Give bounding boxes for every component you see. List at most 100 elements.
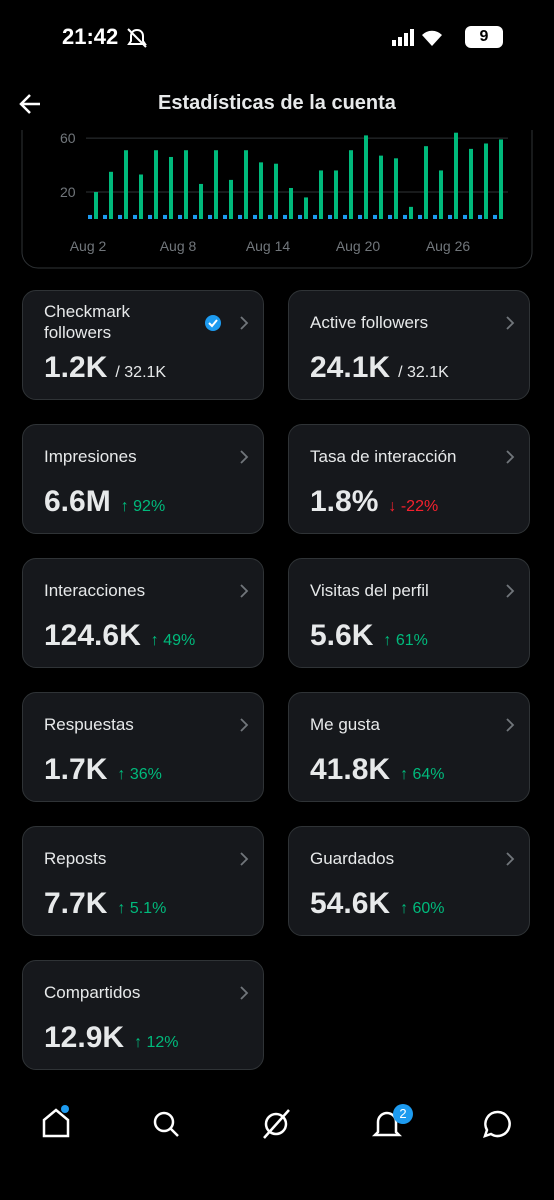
bar xyxy=(283,214,287,219)
back-button[interactable] xyxy=(18,92,44,116)
grok-icon[interactable] xyxy=(263,1109,290,1139)
stat-row: 1.2K / 32.1K xyxy=(44,351,166,385)
stat-card[interactable]: Checkmark followers 1.2K / 32.1K xyxy=(22,290,264,400)
bar xyxy=(214,150,218,219)
stat-change: ↑ 36% xyxy=(117,766,162,783)
stat-label: Impresiones xyxy=(44,446,137,466)
stat-card[interactable]: Active followers 24.1K / 32.1K xyxy=(288,290,530,400)
page-title: Estadísticas de la cuenta xyxy=(158,92,396,114)
stat-value: 1.8% xyxy=(310,485,379,518)
stat-label: Tasa de interacción xyxy=(310,446,457,466)
chevron xyxy=(240,986,249,1000)
stat-label: Respuestas xyxy=(44,714,134,734)
stat-total: / 32.1K xyxy=(398,364,449,381)
bar xyxy=(418,214,422,219)
bottom-nav xyxy=(42,1105,511,1139)
chevron-path xyxy=(240,718,249,732)
bar xyxy=(259,162,263,219)
stat-value: 1.7K xyxy=(44,753,108,786)
stat-card[interactable]: Impresiones 6.6M ↑ 92% xyxy=(22,424,264,534)
chevron-path xyxy=(240,316,249,330)
bar xyxy=(94,192,98,219)
stat-card[interactable]: Respuestas 1.7K ↑ 36% xyxy=(22,692,264,802)
chevron-path xyxy=(240,852,249,866)
mute-icon xyxy=(127,28,147,48)
bar xyxy=(463,214,467,219)
chevron xyxy=(506,316,515,330)
bar xyxy=(139,174,143,219)
bar xyxy=(289,187,293,219)
stat-card[interactable]: Interacciones 124.6K ↑ 49% xyxy=(22,558,264,668)
x-tick-label: Aug 14 xyxy=(246,238,291,254)
bar xyxy=(439,170,443,219)
stat-card[interactable]: Compartidos 12.9K ↑ 12% xyxy=(22,960,264,1070)
chevron-path xyxy=(506,584,515,598)
bar xyxy=(454,132,458,219)
verified-check xyxy=(208,319,218,328)
bar xyxy=(268,214,272,219)
stat-change: ↑ 92% xyxy=(120,498,166,515)
bar xyxy=(148,214,152,219)
bar xyxy=(394,158,398,219)
stat-change: ↑ 12% xyxy=(134,1034,179,1051)
bar xyxy=(469,148,473,219)
bar xyxy=(244,150,248,219)
stat-card[interactable]: Tasa de interacción 1.8% ↓ -22% xyxy=(288,424,530,534)
bar xyxy=(298,214,302,219)
bar xyxy=(379,155,383,219)
stat-value: 24.1K xyxy=(310,351,391,384)
bar xyxy=(409,206,413,219)
stat-value: 54.6K xyxy=(310,887,391,920)
chevron-path xyxy=(506,316,515,330)
stat-label: Visitas del perfil xyxy=(310,580,429,600)
stat-row: 7.7K ↑ 5.1% xyxy=(44,887,166,921)
home-icon[interactable] xyxy=(42,1105,70,1138)
chevron-path xyxy=(240,450,249,464)
chevron xyxy=(240,584,249,598)
stat-label: Interacciones xyxy=(44,580,146,600)
bar xyxy=(328,214,332,219)
bar xyxy=(433,214,437,219)
stat-card[interactable]: Visitas del perfil 5.6K ↑ 61% xyxy=(288,558,530,668)
signal-wifi xyxy=(392,29,442,46)
chevron-path xyxy=(506,718,515,732)
bar xyxy=(229,179,233,219)
status-time: 21:42 xyxy=(62,24,119,49)
stat-row: 54.6K ↑ 60% xyxy=(310,887,445,921)
bar xyxy=(304,197,308,219)
stat-change: ↑ 60% xyxy=(400,900,445,917)
bar xyxy=(424,146,428,219)
bar xyxy=(193,214,197,219)
bar xyxy=(403,214,407,219)
stat-card[interactable]: Guardados 54.6K ↑ 60% xyxy=(288,826,530,936)
bar xyxy=(373,214,377,219)
stat-total: / 32.1K xyxy=(115,364,167,381)
bar xyxy=(154,150,158,219)
bar xyxy=(253,214,257,219)
stat-row: 1.7K ↑ 36% xyxy=(44,753,162,787)
bar xyxy=(484,143,488,219)
bar xyxy=(199,183,203,219)
chevron xyxy=(205,315,249,331)
stat-card[interactable]: Me gusta 41.8K ↑ 64% xyxy=(288,692,530,802)
bar xyxy=(364,135,368,219)
notification-badge: 2 xyxy=(393,1104,413,1124)
search-icon[interactable] xyxy=(153,1111,179,1137)
stat-change: ↓ -22% xyxy=(388,498,439,515)
bar xyxy=(448,214,452,219)
header: 21:42 9 Estadísticas de la cuenta xyxy=(0,0,554,130)
stat-change: ↑ 64% xyxy=(400,766,445,783)
bar xyxy=(88,214,92,219)
stat-change: ↑ 61% xyxy=(383,632,428,649)
bar xyxy=(313,214,317,219)
stat-change: ↑ 5.1% xyxy=(117,900,167,917)
x-tick-label: Aug 8 xyxy=(160,238,197,254)
bar xyxy=(118,214,122,219)
bar xyxy=(349,150,353,219)
chevron-path xyxy=(506,852,515,866)
stat-row: 41.8K ↑ 64% xyxy=(310,753,445,787)
notifications-icon[interactable] xyxy=(371,1111,403,1137)
chevron-path xyxy=(240,584,249,598)
messages-icon[interactable] xyxy=(483,1110,511,1138)
stat-card[interactable]: Reposts 7.7K ↑ 5.1% xyxy=(22,826,264,936)
